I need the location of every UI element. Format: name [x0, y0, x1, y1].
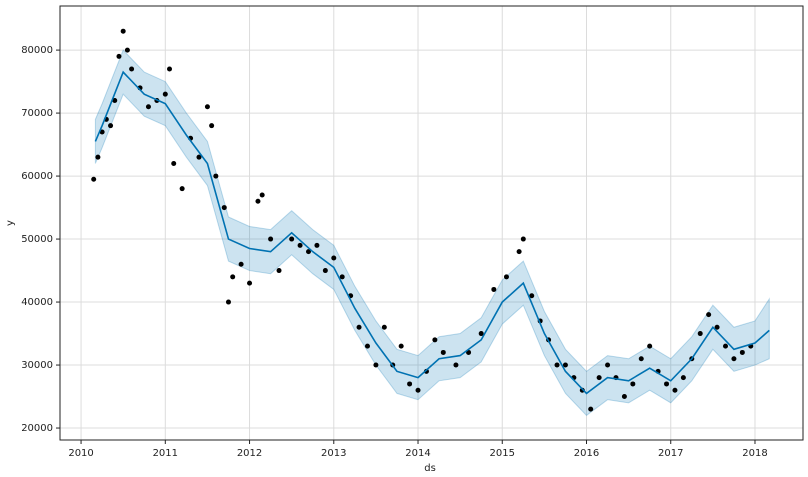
y-tick-label: 30000	[21, 360, 53, 371]
observed-point	[145, 104, 151, 110]
observed-point	[453, 362, 459, 368]
y-tick-label: 40000	[21, 297, 53, 308]
x-tick-label: 2017	[658, 448, 683, 459]
y-tick-label: 60000	[21, 171, 53, 182]
observed-point	[722, 343, 728, 349]
observed-point	[230, 274, 236, 280]
observed-point	[680, 375, 686, 381]
observed-point	[714, 324, 720, 330]
observed-point	[630, 381, 636, 387]
observed-point	[129, 66, 135, 72]
x-tick-label: 2018	[742, 448, 767, 459]
observed-point	[289, 236, 295, 242]
observed-point	[221, 205, 227, 211]
observed-point	[554, 362, 560, 368]
observed-point	[259, 192, 265, 198]
observed-point	[238, 261, 244, 267]
y-axis-label: y	[5, 220, 16, 226]
observed-point	[491, 286, 497, 292]
observed-point	[247, 280, 253, 286]
observed-point	[638, 356, 644, 362]
x-tick-label: 2010	[68, 448, 93, 459]
observed-point	[162, 91, 168, 97]
observed-point	[423, 368, 429, 374]
observed-point	[204, 104, 210, 110]
y-tick-label: 70000	[21, 108, 53, 119]
observed-point	[672, 387, 678, 393]
observed-point	[664, 381, 670, 387]
observed-point	[120, 28, 126, 34]
uncertainty-band	[94, 49, 770, 417]
observed-point	[167, 66, 173, 72]
observed-point	[356, 324, 362, 330]
y-tick-label: 80000	[21, 45, 53, 56]
observed-point	[579, 387, 585, 393]
observed-point	[225, 299, 231, 305]
x-tick-label: 2011	[153, 448, 178, 459]
observed-point	[739, 349, 745, 355]
observed-point	[112, 97, 118, 103]
observed-point	[276, 268, 282, 274]
observed-point	[398, 343, 404, 349]
observed-point	[478, 331, 484, 337]
observed-point	[95, 154, 101, 160]
observed-point	[432, 337, 438, 343]
observed-point	[529, 293, 535, 299]
observed-point	[268, 236, 274, 242]
observed-point	[373, 362, 379, 368]
observed-point	[706, 312, 712, 318]
observed-point	[314, 242, 320, 248]
x-tick-label: 2015	[490, 448, 515, 459]
observed-point	[179, 186, 185, 192]
observed-point	[647, 343, 653, 349]
observed-point	[124, 47, 130, 53]
x-tick-label: 2013	[321, 448, 346, 459]
observed-point	[297, 242, 303, 248]
observed-point	[605, 362, 611, 368]
observed-point	[440, 349, 446, 355]
observed-point	[364, 343, 370, 349]
x-tick-label: 2014	[405, 448, 430, 459]
observed-point	[116, 53, 122, 59]
observed-point	[697, 331, 703, 337]
observed-point	[731, 356, 737, 362]
observed-point	[621, 394, 627, 400]
observed-point	[108, 123, 114, 129]
observed-point	[596, 375, 602, 381]
x-axis-label: ds	[424, 463, 436, 474]
observed-point	[503, 274, 509, 280]
observed-point	[91, 176, 97, 182]
observed-point	[516, 249, 522, 255]
y-tick-label: 20000	[21, 423, 53, 434]
observed-point	[407, 381, 413, 387]
x-tick-label: 2012	[237, 448, 262, 459]
observed-point	[381, 324, 387, 330]
observed-point	[209, 123, 215, 129]
observed-point	[415, 387, 421, 393]
forecast-line	[94, 70, 770, 395]
observed-point	[562, 362, 568, 368]
observed-point	[339, 274, 345, 280]
observed-point	[588, 406, 594, 412]
observed-point	[196, 154, 202, 160]
x-tick-label: 2016	[574, 448, 599, 459]
y-tick-label: 50000	[21, 234, 53, 245]
observed-point	[213, 173, 219, 179]
observed-point	[520, 236, 526, 242]
observed-point	[255, 198, 261, 204]
plot-frame	[59, 5, 804, 441]
observed-point	[322, 268, 328, 274]
observed-point	[306, 249, 312, 255]
observed-point	[331, 255, 337, 261]
observed-point	[99, 129, 105, 135]
observed-point	[171, 160, 177, 166]
